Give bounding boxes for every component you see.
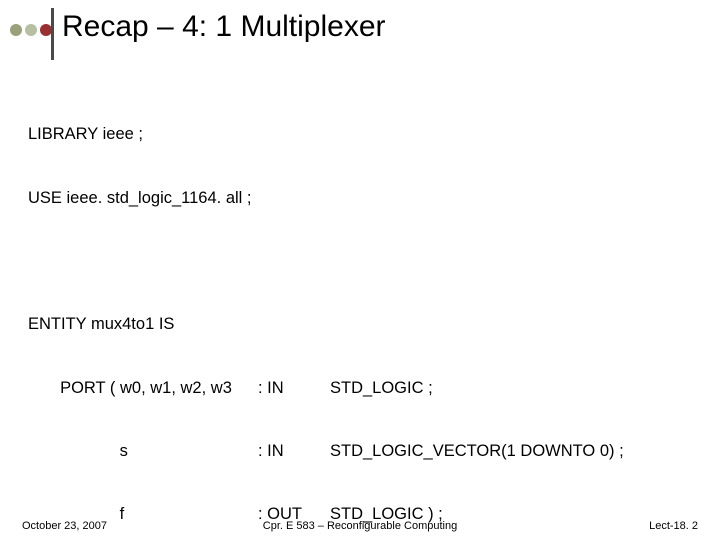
port-col1: s [28, 441, 258, 462]
port-col1: PORT ( w0, w1, w2, w3 [28, 378, 258, 399]
code-block: LIBRARY ieee ; USE ieee. std_logic_1164.… [28, 82, 624, 540]
code-line: ENTITY mux4to1 IS [28, 314, 624, 335]
port-col2: : IN [258, 378, 330, 399]
port-col3: STD_LOGIC_VECTOR(1 DOWNTO 0) ; [330, 441, 624, 462]
blank-line [28, 251, 624, 272]
code-line: LIBRARY ieee ; [28, 124, 624, 145]
port-col3: STD_LOGIC ; [330, 378, 433, 399]
port-col2: : IN [258, 441, 330, 462]
accent-dots [10, 24, 52, 36]
dot-icon [10, 24, 22, 36]
port-row: s : IN STD_LOGIC_VECTOR(1 DOWNTO 0) ; [28, 441, 624, 462]
slide-title: Recap – 4: 1 Multiplexer [62, 10, 386, 44]
footer-page: Lect-18. 2 [649, 520, 698, 532]
footer: October 23, 2007 Cpr. E 583 – Reconfigur… [0, 520, 720, 532]
footer-course: Cpr. E 583 – Reconfigurable Computing [263, 520, 457, 532]
slide: Recap – 4: 1 Multiplexer LIBRARY ieee ; … [0, 0, 720, 540]
title-divider [51, 8, 54, 60]
footer-date: October 23, 2007 [22, 520, 107, 532]
dot-icon [25, 24, 37, 36]
port-row: PORT ( w0, w1, w2, w3 : IN STD_LOGIC ; [28, 378, 624, 399]
code-line: USE ieee. std_logic_1164. all ; [28, 188, 624, 209]
